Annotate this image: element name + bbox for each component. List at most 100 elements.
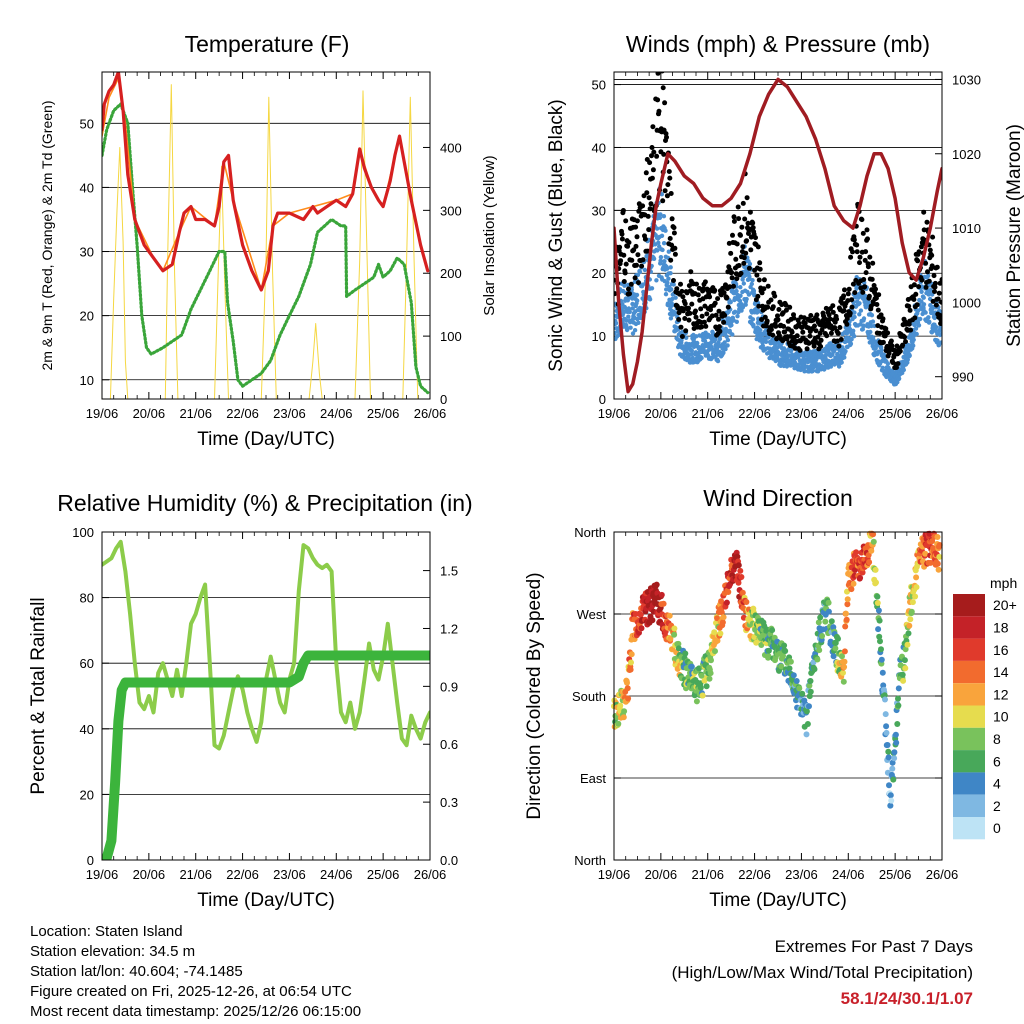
wind-point: [938, 327, 942, 332]
colorbar-label: 6: [993, 753, 1001, 769]
wind-point: [642, 267, 648, 273]
gust-point: [709, 313, 715, 319]
gust-point: [744, 238, 750, 244]
wind-point: [669, 301, 674, 306]
gust-point: [756, 303, 762, 309]
x-axis-label: Time (Day/UTC): [709, 890, 847, 911]
wind-point: [738, 285, 743, 290]
wind-point: [673, 310, 678, 316]
x-tick-label: 20/06: [645, 867, 678, 882]
x-tick-label: 24/06: [832, 406, 865, 421]
gust-point: [859, 217, 865, 223]
direction-point: [778, 663, 785, 670]
wind-point: [802, 369, 807, 374]
chart-title: Winds (mph) & Pressure (mb): [626, 31, 930, 57]
wind-point: [896, 376, 902, 381]
gust-point: [863, 270, 869, 276]
wind-point: [689, 348, 694, 353]
direction-point: [723, 599, 730, 606]
y-tick-label: East: [580, 771, 606, 786]
gust-point: [733, 256, 739, 262]
wind-point: [721, 350, 726, 355]
wind-point: [861, 316, 867, 321]
wind-point: [614, 321, 619, 326]
x-tick-label: 19/06: [598, 867, 631, 882]
direction-point: [790, 672, 797, 679]
gust-point: [742, 216, 748, 222]
gust-point: [876, 292, 882, 298]
wind-point: [861, 323, 866, 329]
direction-point: [735, 579, 742, 586]
x-tick-label: 20/06: [645, 406, 678, 421]
direction-point: [842, 623, 849, 630]
colorbar-label: 20+: [993, 597, 1017, 613]
gust-point: [623, 218, 629, 224]
gust-point: [875, 323, 881, 329]
wind-point: [743, 302, 748, 307]
direction-point: [934, 534, 941, 540]
dewpoint-line: [102, 102, 430, 395]
colorbar-label: 8: [993, 731, 1001, 747]
direction-point: [906, 622, 913, 629]
chart-title: Relative Humidity (%) & Precipitation (i…: [57, 490, 472, 516]
direction-point: [739, 589, 746, 596]
direction-point: [735, 562, 742, 569]
wind-point: [624, 318, 629, 323]
gust-point: [750, 220, 756, 226]
gust-point: [835, 330, 841, 336]
direction-point: [682, 650, 689, 657]
y-tick-label: South: [572, 689, 606, 704]
gust-point: [911, 282, 917, 288]
direction-point: [615, 720, 622, 727]
direction-point: [793, 678, 800, 684]
gust-point: [721, 319, 727, 325]
direction-point: [936, 542, 943, 548]
wind-point: [659, 192, 664, 197]
direction-point: [666, 612, 673, 619]
gust-point: [662, 100, 668, 106]
y2-tick-label: 0.9: [440, 679, 458, 694]
direction-point: [874, 593, 881, 600]
gust-point: [827, 316, 833, 322]
gust-point: [723, 282, 728, 288]
x-tick-label: 21/06: [179, 406, 212, 421]
gust-point: [775, 317, 781, 323]
gust-point: [698, 306, 704, 312]
gust-point: [634, 262, 639, 268]
gust-point: [683, 328, 689, 334]
direction-point: [883, 723, 890, 730]
wind-point: [658, 258, 663, 263]
x-tick-label: 26/06: [414, 406, 447, 421]
gust-point: [743, 250, 749, 256]
direction-point: [737, 567, 744, 574]
direction-point: [876, 633, 883, 640]
gust-point: [701, 286, 706, 292]
gust-point: [902, 334, 907, 340]
gust-point: [734, 241, 740, 247]
wind-point: [713, 337, 718, 342]
direction-point: [699, 692, 706, 699]
wind-point: [628, 325, 633, 330]
wind-point: [625, 298, 630, 303]
gust-point: [818, 344, 824, 349]
wind-point: [655, 248, 660, 253]
gust-point: [655, 97, 661, 103]
gust-point: [770, 332, 776, 338]
gust-point: [888, 338, 894, 344]
direction-point: [649, 617, 656, 624]
gust-point: [642, 236, 648, 242]
gust-point: [660, 72, 665, 74]
direction-point: [765, 647, 772, 654]
gust-point: [875, 307, 881, 313]
wind-point: [668, 271, 673, 276]
wind-series: [614, 72, 942, 394]
x-tick-label: 26/06: [926, 867, 959, 882]
direction-point: [912, 593, 919, 600]
gust-point: [908, 327, 914, 333]
direction-point: [753, 639, 760, 646]
gust-point: [649, 175, 655, 181]
gust-point: [668, 257, 674, 263]
relative-humidity-line: [102, 539, 430, 751]
gust-point: [923, 284, 929, 290]
gust-point: [841, 293, 847, 299]
